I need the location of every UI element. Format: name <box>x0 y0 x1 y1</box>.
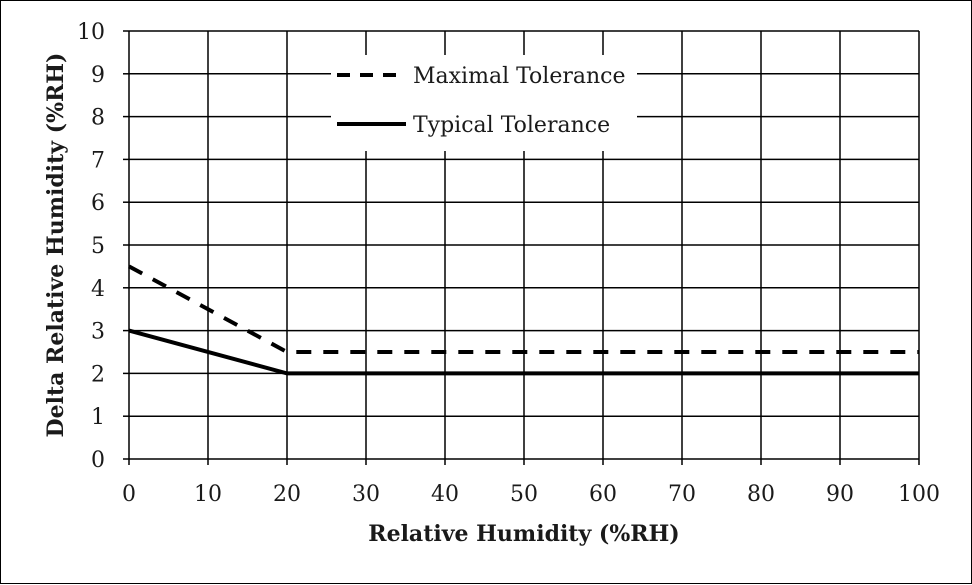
legend-label-typical-tolerance: Typical Tolerance <box>413 113 610 138</box>
legend-label-maximal-tolerance: Maximal Tolerance <box>413 64 626 89</box>
y-tick-label: 8 <box>91 106 105 131</box>
x-tick-label: 80 <box>747 482 775 507</box>
x-tick-label: 30 <box>352 482 380 507</box>
series-line-maximal-tolerance <box>128 264 919 354</box>
x-tick-label: 70 <box>668 482 696 507</box>
x-tick-label: 100 <box>898 482 940 507</box>
x-tick-label: 40 <box>431 482 459 507</box>
series-layer <box>128 264 919 376</box>
y-tick-label: 0 <box>91 448 105 473</box>
y-tick-label: 9 <box>91 63 105 88</box>
y-tick-label: 1 <box>91 405 105 430</box>
y-axis-title: Delta Relative Humidity (%RH) <box>43 53 69 438</box>
y-tick-label: 2 <box>91 362 105 387</box>
y-tick-label: 6 <box>91 191 105 216</box>
series-line-typical-tolerance <box>128 328 919 376</box>
x-tick-label: 20 <box>273 482 301 507</box>
y-tick-label: 10 <box>77 20 105 45</box>
y-tick-label: 4 <box>91 277 105 302</box>
y-axis-ticks: 0 1 2 3 4 5 6 7 8 9 10 <box>77 20 129 473</box>
x-tick-label: 10 <box>194 482 222 507</box>
x-tick-label: 90 <box>826 482 854 507</box>
y-tick-label: 5 <box>91 234 105 259</box>
x-tick-label: 0 <box>122 482 136 507</box>
y-tick-label: 3 <box>91 320 105 345</box>
x-tick-label: 50 <box>510 482 538 507</box>
x-tick-label: 60 <box>589 482 617 507</box>
x-axis-title: Relative Humidity (%RH) <box>368 521 679 547</box>
legend: Maximal Tolerance Typical Tolerance <box>331 55 637 151</box>
y-tick-label: 7 <box>91 148 105 173</box>
x-axis-ticks: 0 10 20 30 40 50 60 70 80 90 100 <box>122 459 940 507</box>
legend-background <box>331 55 637 151</box>
